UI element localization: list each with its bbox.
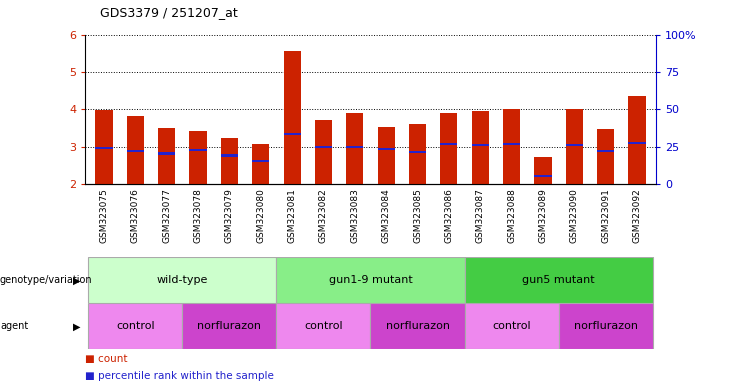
Bar [628,142,645,144]
Bar [221,154,238,157]
Bar [378,147,395,150]
Text: GSM323077: GSM323077 [162,188,171,243]
Text: ▶: ▶ [73,275,80,285]
Bar [471,144,489,146]
Text: GDS3379 / 251207_at: GDS3379 / 251207_at [100,6,238,19]
Text: wild-type: wild-type [156,275,208,285]
Text: ▶: ▶ [73,321,80,331]
Bar [127,116,144,184]
Bar [503,143,520,146]
Bar [276,303,370,349]
Bar [370,303,465,349]
Text: GSM323082: GSM323082 [319,188,328,243]
Bar [127,149,144,152]
Bar [471,111,489,184]
Bar [96,147,113,149]
Bar [565,144,583,146]
Bar [409,151,426,153]
Bar [465,257,653,303]
Text: GSM323090: GSM323090 [570,188,579,243]
Text: GSM323087: GSM323087 [476,188,485,243]
Bar [252,160,270,162]
Bar [597,129,614,184]
Text: GSM323089: GSM323089 [539,188,548,243]
Bar [440,143,457,146]
Bar [158,152,176,155]
Bar [284,132,301,135]
Text: norflurazon: norflurazon [197,321,262,331]
Text: control: control [116,321,155,331]
Bar [409,124,426,184]
Bar [252,144,270,184]
Text: agent: agent [0,321,28,331]
Bar [346,146,363,148]
Bar [284,51,301,184]
Bar [221,137,238,184]
Text: GSM323083: GSM323083 [350,188,359,243]
Text: GSM323078: GSM323078 [193,188,202,243]
Bar [465,303,559,349]
Bar [315,120,332,184]
Text: ■ percentile rank within the sample: ■ percentile rank within the sample [85,371,274,381]
Text: genotype/variation: genotype/variation [0,275,93,285]
Text: GSM323088: GSM323088 [507,188,516,243]
Text: control: control [492,321,531,331]
Text: GSM323086: GSM323086 [445,188,453,243]
Text: GSM323084: GSM323084 [382,188,391,243]
Bar [534,175,551,177]
Text: GSM323092: GSM323092 [633,188,642,243]
Bar [190,149,207,151]
Bar [628,96,645,184]
Bar [440,113,457,184]
Bar [503,109,520,184]
Text: norflurazon: norflurazon [385,321,450,331]
Bar [190,131,207,184]
Bar [158,128,176,184]
Text: control: control [304,321,343,331]
Text: GSM323079: GSM323079 [225,188,234,243]
Bar [378,127,395,184]
Text: GSM323081: GSM323081 [288,188,296,243]
Bar [276,257,465,303]
Bar [565,109,583,184]
Bar [597,150,614,152]
Text: GSM323085: GSM323085 [413,188,422,243]
Bar [88,303,182,349]
Bar [88,257,276,303]
Text: gun5 mutant: gun5 mutant [522,275,595,285]
Text: GSM323076: GSM323076 [131,188,140,243]
Bar [559,303,653,349]
Text: GSM323075: GSM323075 [99,188,108,243]
Bar [315,146,332,148]
Text: GSM323091: GSM323091 [601,188,610,243]
Bar [182,303,276,349]
Bar [96,110,113,184]
Text: gun1-9 mutant: gun1-9 mutant [328,275,413,285]
Bar [534,157,551,184]
Text: ■ count: ■ count [85,354,127,364]
Text: norflurazon: norflurazon [574,321,637,331]
Text: GSM323080: GSM323080 [256,188,265,243]
Bar [346,113,363,184]
